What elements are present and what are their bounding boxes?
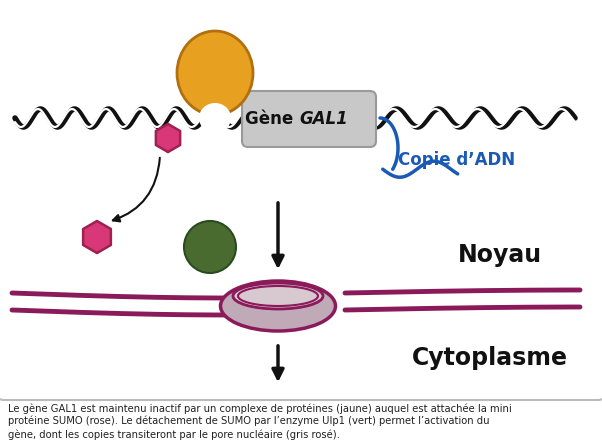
Text: GAL1: GAL1 <box>299 110 348 128</box>
Polygon shape <box>156 124 180 152</box>
FancyBboxPatch shape <box>242 91 376 147</box>
FancyArrowPatch shape <box>113 158 160 222</box>
FancyBboxPatch shape <box>0 0 602 400</box>
Ellipse shape <box>184 221 236 273</box>
Text: Gène: Gène <box>245 110 299 128</box>
Ellipse shape <box>220 281 335 331</box>
Ellipse shape <box>177 31 253 115</box>
Text: Cytoplasme: Cytoplasme <box>412 346 568 370</box>
Text: protéine SUMO (rose). Le détachement de SUMO par l’enzyme Ulp1 (vert) permet l’a: protéine SUMO (rose). Le détachement de … <box>8 416 489 426</box>
Ellipse shape <box>199 103 231 133</box>
Text: Copie d’ADN: Copie d’ADN <box>398 151 515 169</box>
Polygon shape <box>83 221 111 253</box>
Ellipse shape <box>233 283 323 309</box>
Text: Le gène GAL1 est maintenu inactif par un complexe de protéines (jaune) auquel es: Le gène GAL1 est maintenu inactif par un… <box>8 403 512 413</box>
Text: Noyau: Noyau <box>458 243 542 267</box>
Text: gène, dont les copies transiteront par le pore nucléaire (gris rosé).: gène, dont les copies transiteront par l… <box>8 429 340 440</box>
